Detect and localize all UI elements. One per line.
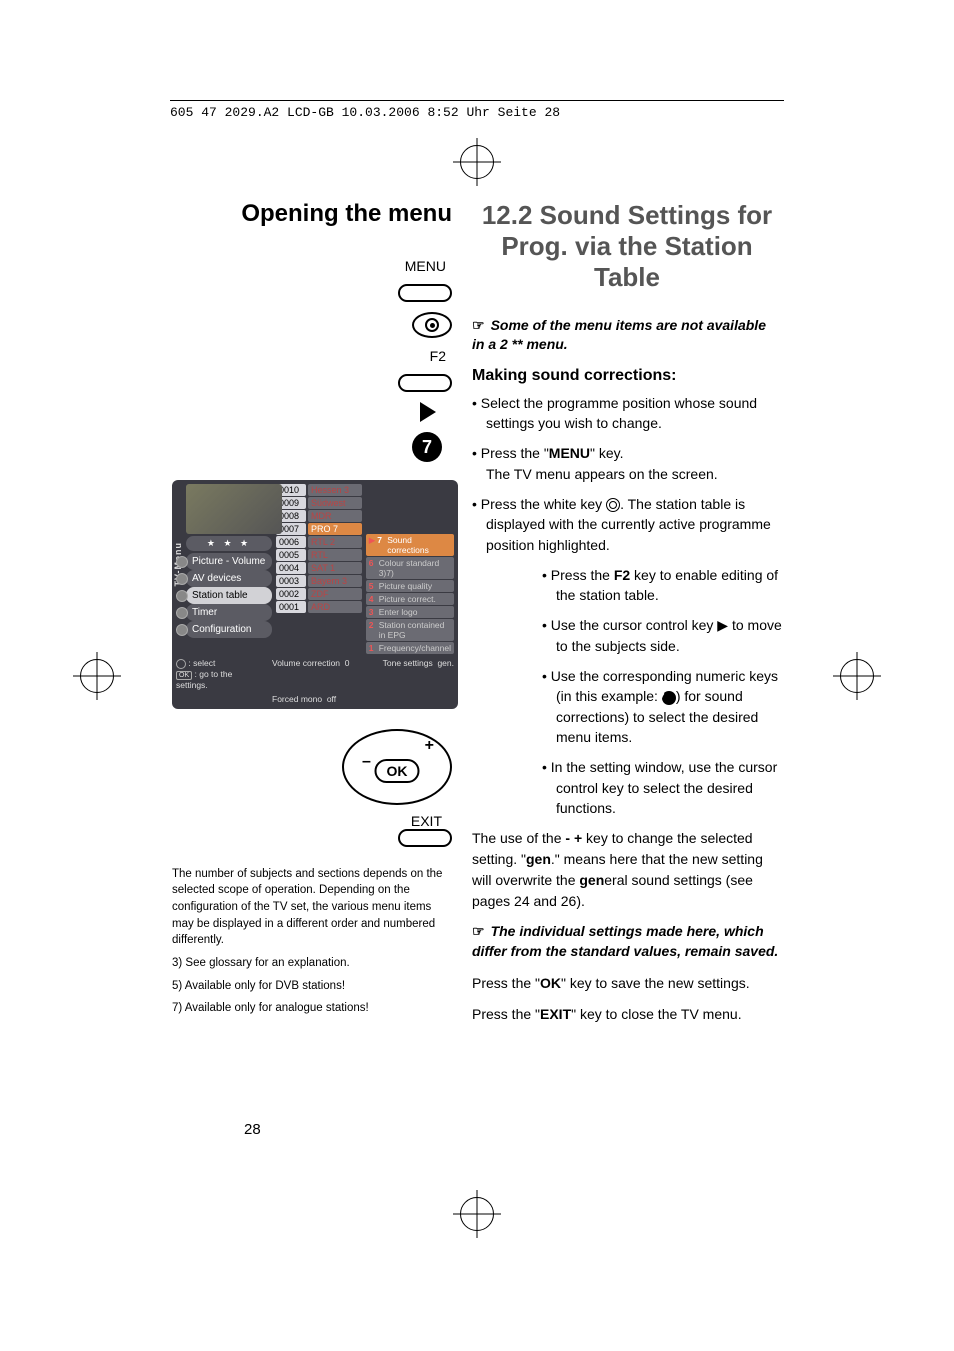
footnote-main: The number of subjects and sections depe… [172, 866, 452, 949]
osd-station-row: 0009Südwest [276, 497, 362, 509]
osd-menu-item: Station table [186, 587, 272, 604]
cropmark-right [840, 659, 874, 693]
page-number: 28 [244, 1121, 261, 1138]
footnote-5: 5) Available only for DVB stations! [172, 978, 452, 995]
osd-station-list: 0010Hessen 30009Südwest0008MDR0007PRO 70… [276, 484, 362, 654]
paragraph-1: The use of the - + key to change the sel… [472, 828, 782, 912]
osd-tone-label: Tone settings [383, 658, 433, 668]
note-2: ☞The individual settings made here, whic… [472, 922, 782, 961]
footnote-3: 3) See glossary for an explanation. [172, 955, 452, 972]
inline-num-icon: 7 [662, 691, 676, 705]
ok-button-label: OK [375, 759, 420, 783]
osd-menu-item: Configuration [186, 621, 272, 638]
osd-station-row: 0008MDR [276, 510, 362, 522]
f2-key-icon [398, 374, 452, 392]
left-heading: Opening the menu [172, 200, 452, 228]
osd-subject-item: 5Picture quality [366, 580, 454, 592]
osd-menu-item: Timer [186, 604, 272, 621]
bullet-5: Use the cursor control key ▶ to move to … [542, 615, 782, 656]
osd-subject-item: 6Colour standard 3)7) [366, 557, 454, 579]
osd-station-row: 0007PRO 7 [276, 523, 362, 535]
osd-vol-label: Volume correction [272, 658, 340, 668]
paragraph-ok: Press the "OK" key to save the new setti… [472, 973, 782, 994]
osd-subject-list: ▶7Sound corrections6Colour standard 3)7)… [366, 534, 454, 654]
bullet-1: Select the programme position whose soun… [472, 393, 782, 434]
minus-icon: – [362, 753, 371, 771]
osd-forced-label: Forced mono [272, 694, 322, 704]
paragraph-exit: Press the "EXIT" key to close the TV men… [472, 1004, 782, 1025]
osd-vol-val: 0 [345, 658, 350, 668]
osd-station-row: 0003Bayern 3 [276, 575, 362, 587]
osd-forced-val: off [327, 694, 336, 704]
osd-hint-ok-key: OK [176, 671, 192, 680]
osd-subject-item: 3Enter logo [366, 606, 454, 618]
cropmark-top [460, 145, 494, 179]
osd-station-row: 0001ARD [276, 601, 362, 613]
osd-preview-thumb [186, 484, 282, 534]
osd-station-row: 0010Hessen 3 [276, 484, 362, 496]
osd-station-row: 0006RTL 2 [276, 536, 362, 548]
cropmark-bottom [460, 1197, 494, 1231]
footnote-7: 7) Available only for analogue stations! [172, 1000, 452, 1017]
osd-subject-item: 2Station contained in EPG [366, 619, 454, 641]
print-header: 605 47 2029.A2 LCD-GB 10.03.2006 8:52 Uh… [170, 100, 784, 120]
exit-key-icon [398, 829, 452, 847]
bullet-3: Press the white key . The station table … [472, 494, 782, 555]
exit-key-label: EXIT [172, 813, 442, 829]
bullet-4: Press the F2 key to enable editing of th… [542, 565, 782, 606]
f2-key-label: F2 [430, 348, 446, 364]
note-1: ☞Some of the menu items are not availabl… [472, 316, 782, 355]
osd-tone-val: gen. [437, 658, 454, 668]
tv-osd-mockup: TV-Menu ★ ★ ★ Picture - VolumeAV devices… [172, 480, 458, 709]
white-key-icon [412, 312, 452, 338]
bullet-6: Use the corresponding numeric keys (in t… [542, 666, 782, 747]
remote-steps: MENU F2 7 [172, 258, 452, 462]
section-heading: 12.2 Sound Settings for Prog. via the St… [472, 200, 782, 294]
osd-subject-item: 4Picture correct. [366, 593, 454, 605]
cropmark-left [80, 659, 114, 693]
ok-pad-icon: + – OK [342, 729, 452, 805]
osd-menu-item: AV devices [186, 570, 272, 587]
osd-subject-item: ▶7Sound corrections [366, 534, 454, 556]
bullet-7: In the setting window, use the cursor co… [542, 757, 782, 818]
bullet-2: Press the "MENU" key. The TV menu appear… [472, 443, 782, 484]
menu-key-label: MENU [405, 258, 446, 274]
cursor-right-icon [420, 402, 436, 422]
numeric-key-icon: 7 [412, 432, 442, 462]
osd-station-row: 0002ZDF [276, 588, 362, 600]
osd-menu-item: Picture - Volume [186, 553, 272, 570]
menu-key-icon [398, 284, 452, 302]
subheading: Making sound corrections: [472, 367, 782, 385]
osd-stars: ★ ★ ★ [186, 536, 272, 551]
plus-icon: + [425, 737, 434, 755]
osd-subject-item: 1Frequency/channel [366, 642, 454, 654]
osd-hint-select: : select [188, 658, 215, 668]
osd-station-row: 0004SAT 1 [276, 562, 362, 574]
osd-station-row: 0005RTL [276, 549, 362, 561]
